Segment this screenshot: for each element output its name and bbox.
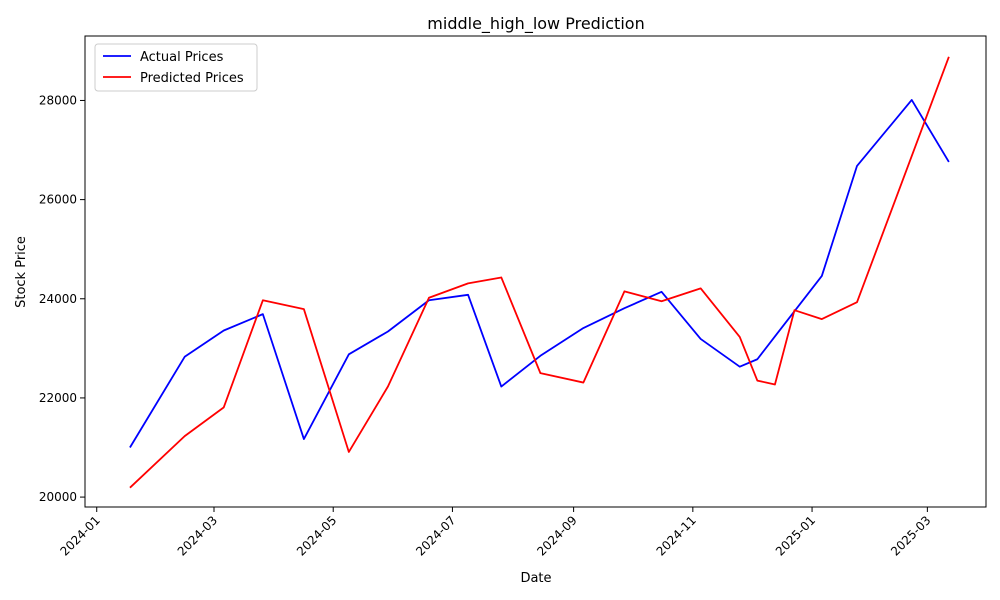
x-tick-label: 2024-01 [57, 513, 102, 558]
series-layer [129, 56, 950, 489]
legend: Actual Prices Predicted Prices [94, 43, 258, 92]
y-tick-label: 24000 [39, 292, 77, 306]
legend-label-actual: Actual Prices [140, 50, 224, 65]
x-tick-label: 2025-03 [888, 513, 933, 558]
x-tick-label: 2025-01 [773, 513, 818, 558]
legend-label-predicted: Predicted Prices [140, 71, 244, 86]
series-line-1 [129, 56, 950, 489]
y-tick-label: 20000 [39, 490, 77, 504]
y-axis-label: Stock Price [14, 236, 29, 308]
x-tick-label: 2024-05 [294, 513, 339, 558]
y-tick-label: 22000 [39, 391, 77, 405]
y-axis: 20000 22000 24000 26000 28000 [39, 93, 85, 504]
legend-frame [94, 43, 258, 92]
chart-title: middle_high_low Prediction [427, 14, 644, 34]
x-tick-label: 2024-11 [654, 513, 699, 558]
x-axis: 2024-01 2024-03 2024-05 2024-07 2024-09 2024-… [57, 507, 933, 559]
plot-frame [84, 35, 987, 508]
series-line-0 [129, 99, 950, 448]
x-tick-label: 2024-09 [534, 513, 579, 558]
y-tick-label: 26000 [39, 193, 77, 207]
x-axis-label: Date [520, 571, 551, 586]
y-tick-label: 28000 [39, 93, 77, 107]
x-tick-label: 2024-03 [175, 513, 220, 558]
x-tick-label: 2024-07 [413, 513, 458, 558]
